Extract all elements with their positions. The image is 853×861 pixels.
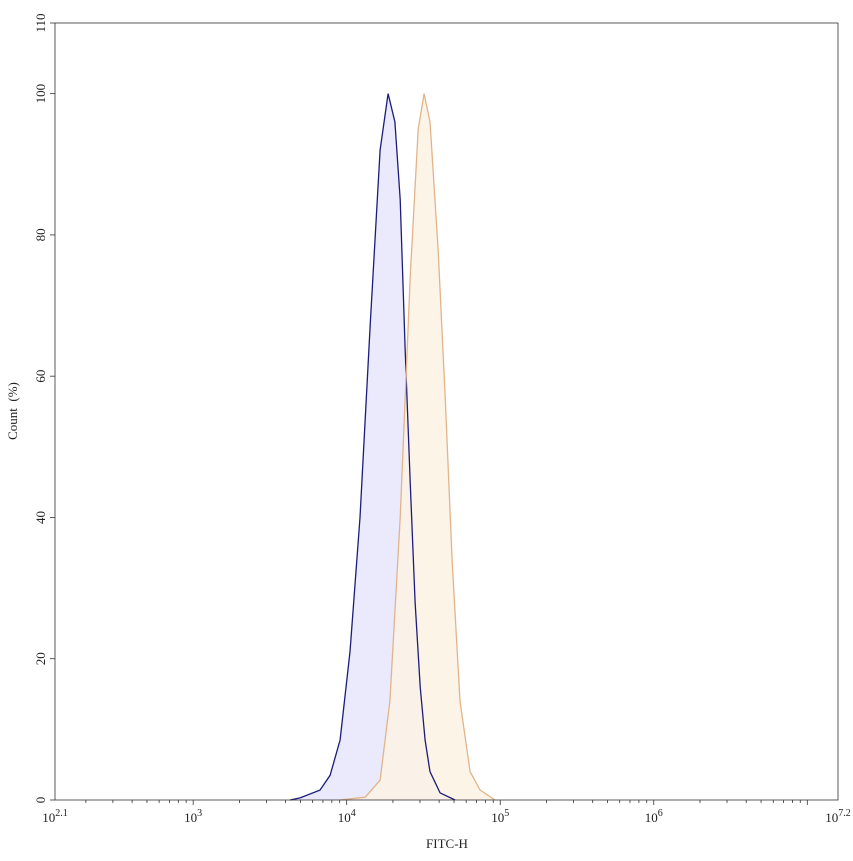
series-1-fill (340, 93, 496, 801)
y-tick-label: 100 (33, 84, 48, 104)
y-tick-label: 60 (33, 370, 48, 383)
x-tick-label: 105 (491, 808, 509, 825)
x-tick-base: 10 (42, 810, 55, 825)
x-tick-base: 10 (491, 810, 504, 825)
x-tick-base: 10 (645, 810, 658, 825)
x-tick-exponent: 3 (197, 808, 202, 819)
y-tick-label: 20 (33, 652, 48, 665)
x-tick-exponent: 2.1 (55, 808, 68, 819)
y-axis-label: Count (%) (5, 382, 20, 440)
x-tick-exponent: 6 (658, 808, 663, 819)
x-tick-base: 10 (184, 810, 197, 825)
y-tick-label: 110 (33, 13, 48, 32)
x-axis-label: FITC-H (426, 836, 468, 851)
plot-frame (54, 22, 839, 801)
x-tick-label: 102.1 (42, 808, 68, 825)
x-tick-label: 106 (645, 808, 663, 825)
series-0-line (289, 93, 456, 801)
x-tick-label: 107.2 (825, 808, 851, 825)
y-tick-label: 0 (33, 797, 48, 804)
x-tick-exponent: 7.2 (838, 808, 851, 819)
series-1-line (340, 93, 496, 801)
x-tick-base: 10 (825, 810, 838, 825)
x-tick-exponent: 4 (351, 808, 356, 819)
x-tick-label: 104 (338, 808, 356, 825)
x-tick-exponent: 5 (504, 808, 509, 819)
y-tick-label: 80 (33, 228, 48, 241)
y-tick-label: 40 (33, 511, 48, 524)
x-tick-base: 10 (338, 810, 351, 825)
x-tick-label: 103 (184, 808, 202, 825)
plot-area (289, 93, 496, 801)
